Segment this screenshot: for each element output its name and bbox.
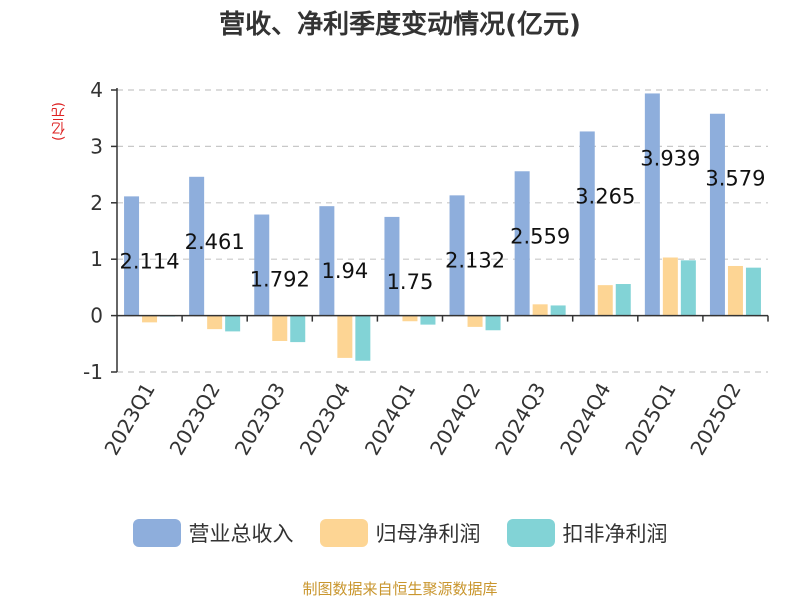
source-note: 制图数据来自恒生聚源数据库 [302,580,498,598]
bar-net-profit[interactable] [597,285,613,316]
bar-net-profit[interactable] [467,315,483,327]
chart-title: 营收、净利季度变动情况(亿元) [219,10,581,40]
bar-net-profit[interactable] [532,304,548,316]
bar-revenue[interactable] [449,195,465,316]
x-tick-label: 2025Q2 [685,379,745,460]
bar-deducted-net-profit[interactable] [420,315,436,325]
data-label: 2.559 [510,224,570,248]
x-tick-label: 2024Q4 [555,379,615,460]
bar-deducted-net-profit[interactable] [225,315,241,332]
bar-revenue[interactable] [644,93,660,316]
bar-deducted-net-profit[interactable] [355,315,371,361]
data-label: 1.792 [250,268,310,292]
bar-deducted-net-profit[interactable] [550,305,566,316]
x-tick-label: 2025Q1 [620,379,680,460]
legend-swatch [132,519,181,547]
data-label: 1.75 [387,270,434,294]
legend-label: 扣非净利润 [562,522,668,546]
y-tick-label: 4 [90,78,103,102]
y-tick-label: 1 [90,247,103,271]
bar-revenue[interactable] [319,206,335,316]
x-tick-label: 2024Q3 [490,379,550,460]
data-label: 2.114 [119,249,179,273]
bar-revenue[interactable] [579,131,595,316]
legend-item-net-profit[interactable]: 归母净利润 [319,518,481,548]
y-tick-label: 2 [90,191,103,215]
x-tick-label: 2024Q1 [360,379,420,460]
y-tick-label: 0 [90,304,103,328]
data-label: 3.579 [705,167,765,191]
bar-revenue[interactable] [514,171,530,316]
data-label: 3.265 [575,184,635,208]
bar-revenue[interactable] [254,214,270,316]
data-label: 3.939 [640,146,700,170]
x-tick-label: 2024Q2 [425,379,485,460]
x-tick-label: 2023Q4 [295,379,355,460]
data-label: 1.94 [321,259,368,283]
x-tick-label: 2023Q3 [230,379,290,460]
legend-item-deducted-net-profit[interactable]: 扣非净利润 [506,518,668,548]
bar-net-profit[interactable] [207,315,223,330]
legend: 营业总收入 归母净利润 扣非净利润 [0,518,800,548]
legend-label: 营业总收入 [188,522,294,546]
bar-net-profit[interactable] [662,257,678,316]
legend-item-revenue[interactable]: 营业总收入 [132,518,294,548]
bar-net-profit[interactable] [402,315,418,322]
bar-net-profit[interactable] [727,265,743,316]
bar-deducted-net-profit[interactable] [745,267,761,316]
legend-swatch [319,519,368,547]
bar-revenue[interactable] [384,216,400,316]
bar-net-profit[interactable] [272,315,288,341]
bar-deducted-net-profit[interactable] [485,315,501,331]
bar-revenue[interactable] [124,196,140,316]
data-label: 2.132 [445,248,505,272]
bar-deducted-net-profit[interactable] [680,260,696,316]
bar-revenue[interactable] [189,176,205,316]
y-tick-label: 3 [90,134,103,158]
bar-net-profit[interactable] [337,315,353,358]
bar-revenue[interactable] [709,113,725,316]
bar-net-profit[interactable] [142,315,158,323]
bars-layer [124,93,761,361]
legend-swatch [506,519,555,547]
data-label: 2.461 [185,230,245,254]
bar-deducted-net-profit[interactable] [290,315,306,343]
y-tick-label: -1 [83,360,103,384]
legend-label: 归母净利润 [375,522,481,546]
x-tick-label: 2023Q1 [99,379,159,460]
x-tick-label: 2023Q2 [165,379,225,460]
bar-deducted-net-profit[interactable] [615,284,631,316]
